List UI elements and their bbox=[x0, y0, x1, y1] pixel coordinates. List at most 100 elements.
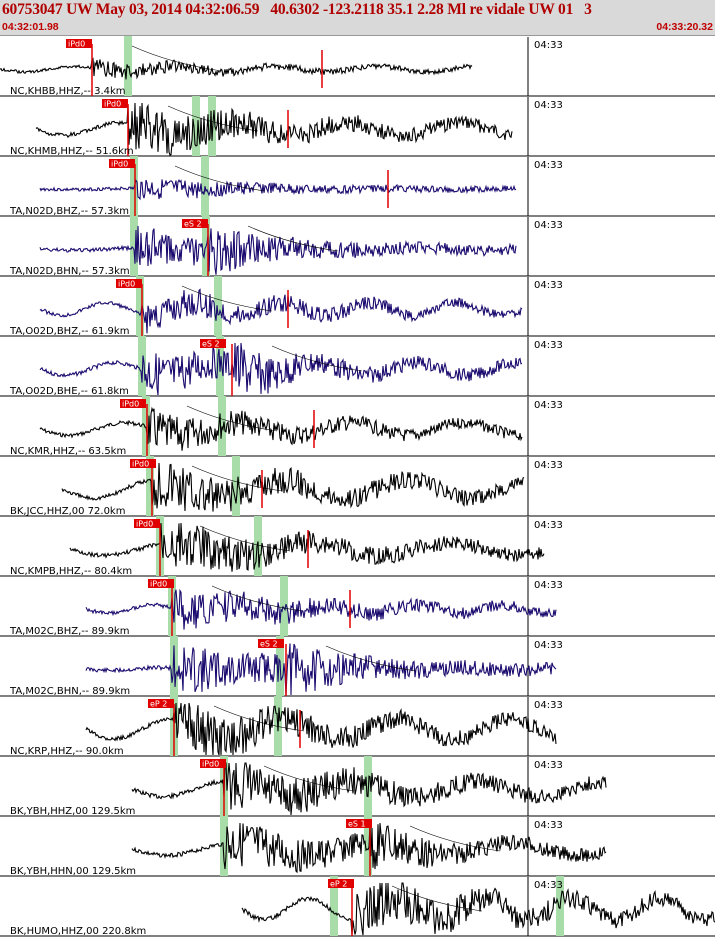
trace-panel[interactable]: 04:33 iPd0 BK,YBH,HHZ,00 129.5km bbox=[0, 756, 715, 817]
station-label: BK,YBH,HHN,00 129.5km bbox=[10, 866, 136, 877]
waveform bbox=[39, 342, 523, 396]
pick-label-tag[interactable] bbox=[148, 699, 174, 708]
minute-tick-label: 04:33 bbox=[534, 640, 563, 651]
travel-time-curve bbox=[199, 525, 291, 552]
waveform bbox=[85, 702, 557, 756]
trace-panel[interactable]: 04:33 eP 2 BK,HUMO,HHZ,00 220.8km bbox=[0, 876, 715, 937]
phase-window bbox=[136, 276, 144, 336]
pick-label-tag[interactable] bbox=[102, 99, 128, 108]
waveform bbox=[0, 57, 473, 80]
pick-label: iPd0 bbox=[68, 40, 85, 49]
phase-window bbox=[232, 456, 240, 516]
trace-panel[interactable]: 04:33 iPd0 TA,O02D,BHZ,-- 61.9km bbox=[0, 276, 715, 337]
minute-tick-label: 04:33 bbox=[534, 160, 563, 171]
travel-time-curve bbox=[263, 765, 355, 792]
pick-label-tag[interactable] bbox=[200, 339, 226, 348]
waveform bbox=[39, 406, 523, 451]
waveform bbox=[35, 102, 513, 156]
minute-tick-label: 04:33 bbox=[534, 280, 563, 291]
travel-time-curve bbox=[186, 405, 278, 432]
waveform bbox=[39, 225, 517, 275]
trace-panel[interactable]: 04:33 eS 2 TA,N02D,BHN,-- 57.3km bbox=[0, 216, 715, 277]
station-label: TA,O02D,BHZ,-- 61.9km bbox=[9, 326, 129, 337]
trace-panel[interactable]: 04:33 iPd0 TA,N02D,BHZ,-- 57.3km bbox=[0, 156, 715, 217]
travel-time-curve bbox=[409, 825, 501, 852]
travel-time-curve bbox=[167, 105, 259, 132]
trace-panel[interactable]: 04:33 iPd0 NC,KMPB,HHZ,-- 80.4km bbox=[0, 516, 715, 577]
pick-label-tag[interactable] bbox=[200, 759, 226, 768]
phase-window bbox=[146, 456, 154, 516]
minute-tick-label: 04:33 bbox=[534, 100, 563, 111]
phase-window bbox=[138, 336, 146, 396]
window-end-time: 04:33:20.32 bbox=[656, 21, 713, 33]
pick-label-tag[interactable] bbox=[120, 399, 146, 408]
pick-label-tag[interactable] bbox=[130, 459, 156, 468]
event-header: 60753047 UW May 03, 2014 04:32:06.59 40.… bbox=[0, 0, 715, 36]
trace-panel[interactable]: 04:33 iPd0 NC,KHBB,HHZ,-- 3.4km bbox=[0, 36, 715, 97]
pick-label-tag[interactable] bbox=[116, 279, 142, 288]
station-label: NC,KHMB,HHZ,-- 51.6km bbox=[10, 146, 134, 157]
trace-panel[interactable]: 04:33 eS 1 BK,YBH,HHN,00 129.5km bbox=[0, 816, 715, 877]
pick-label: eP 2 bbox=[150, 700, 167, 709]
travel-time-curve bbox=[181, 285, 273, 312]
minute-tick-label: 04:33 bbox=[534, 40, 563, 51]
pick-label-tag[interactable] bbox=[328, 879, 354, 888]
minute-tick-label: 04:33 bbox=[534, 520, 563, 531]
station-label: TA,M02C,BHN,-- 89.9km bbox=[9, 686, 130, 697]
trace-panel[interactable]: 04:33 eS 2 TA,M02C,BHN,-- 89.9km bbox=[0, 636, 715, 697]
travel-time-curve bbox=[191, 465, 283, 492]
station-label: NC,KMR,HHZ,-- 63.5km bbox=[10, 446, 126, 457]
minute-tick-label: 04:33 bbox=[534, 820, 563, 831]
pick-label: iPd0 bbox=[122, 400, 139, 409]
minute-tick-label: 04:33 bbox=[534, 760, 563, 771]
phase-window bbox=[330, 876, 338, 936]
pick-label: iPd0 bbox=[150, 580, 167, 589]
trace-panel[interactable]: 04:33 eP 2 NC,KRP,HHZ,-- 90.0km bbox=[0, 696, 715, 757]
waveform bbox=[131, 762, 607, 816]
phase-window bbox=[142, 396, 150, 456]
trace-panel[interactable]: 04:33 iPd0 NC,KMR,HHZ,-- 63.5km bbox=[0, 396, 715, 457]
station-label: TA,M02C,BHZ,-- 89.9km bbox=[9, 626, 129, 637]
travel-time-curve bbox=[391, 885, 483, 912]
waveform bbox=[131, 822, 607, 874]
pick-label: eP 2 bbox=[330, 880, 347, 889]
trace-panel[interactable]: 04:33 iPd0 NC,KHMB,HHZ,-- 51.6km bbox=[0, 96, 715, 157]
station-label: TA,N02D,BHZ,-- 57.3km bbox=[9, 206, 129, 217]
pick-label: iPd0 bbox=[111, 160, 128, 169]
phase-window bbox=[130, 216, 138, 276]
pick-label: eS 2 bbox=[184, 220, 202, 229]
trace-panel[interactable]: 04:33 iPd0 TA,M02C,BHZ,-- 89.9km bbox=[0, 576, 715, 637]
travel-time-curve bbox=[247, 225, 339, 252]
travel-time-curve bbox=[211, 585, 303, 612]
station-label: TA,N02D,BHN,-- 57.3km bbox=[9, 266, 130, 277]
pick-label: iPd0 bbox=[136, 520, 153, 529]
phase-window bbox=[364, 816, 372, 876]
travel-time-curve bbox=[213, 705, 305, 732]
waveform bbox=[69, 522, 545, 572]
phase-window bbox=[218, 396, 226, 456]
phase-window bbox=[220, 816, 228, 876]
trace-panel[interactable]: 04:33 iPd0 BK,JCC,HHZ,00 72.0km bbox=[0, 456, 715, 517]
trace-panel[interactable]: 04:33 eS 2 TA,O02D,BHE,-- 61.8km bbox=[0, 336, 715, 397]
pick-label-tag[interactable] bbox=[182, 219, 208, 228]
minute-tick-label: 04:33 bbox=[534, 340, 563, 351]
waveform bbox=[85, 588, 557, 630]
pick-label-tag[interactable] bbox=[148, 579, 174, 588]
seismogram-plot[interactable]: 04:33 iPd0 NC,KHBB,HHZ,-- 3.4km 04:33 iPd0 NC… bbox=[0, 36, 715, 938]
pick-label: eS 2 bbox=[260, 640, 278, 649]
travel-time-curve bbox=[131, 45, 223, 72]
pick-label: iPd0 bbox=[132, 460, 149, 469]
pick-label-tag[interactable] bbox=[346, 819, 372, 828]
pick-label: eS 2 bbox=[202, 340, 220, 349]
waveform bbox=[241, 882, 715, 936]
station-label: NC,KMPB,HHZ,-- 80.4km bbox=[10, 566, 132, 577]
station-label: NC,KRP,HHZ,-- 90.0km bbox=[10, 746, 124, 757]
pick-label-tag[interactable] bbox=[66, 39, 92, 48]
pick-label-tag[interactable] bbox=[134, 519, 160, 528]
station-label: NC,KHBB,HHZ,-- 3.4km bbox=[10, 86, 126, 97]
pick-label-tag[interactable] bbox=[109, 159, 135, 168]
station-label: BK,YBH,HHZ,00 129.5km bbox=[10, 806, 135, 817]
waveform bbox=[39, 288, 523, 334]
waveform bbox=[39, 178, 517, 201]
pick-label-tag[interactable] bbox=[258, 639, 284, 648]
